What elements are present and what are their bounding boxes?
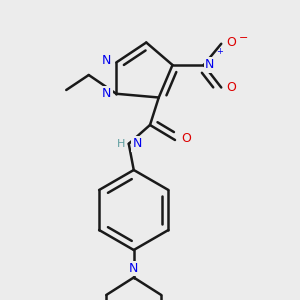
Text: N: N bbox=[129, 262, 138, 275]
Text: H: H bbox=[117, 139, 125, 149]
Text: +: + bbox=[216, 47, 223, 56]
Text: N: N bbox=[133, 137, 142, 150]
Text: O: O bbox=[226, 36, 236, 49]
Text: N: N bbox=[102, 87, 111, 100]
Text: N: N bbox=[102, 53, 111, 67]
Text: O: O bbox=[226, 81, 236, 94]
Text: N: N bbox=[205, 58, 214, 71]
Text: O: O bbox=[181, 132, 191, 145]
Text: −: − bbox=[239, 32, 248, 43]
